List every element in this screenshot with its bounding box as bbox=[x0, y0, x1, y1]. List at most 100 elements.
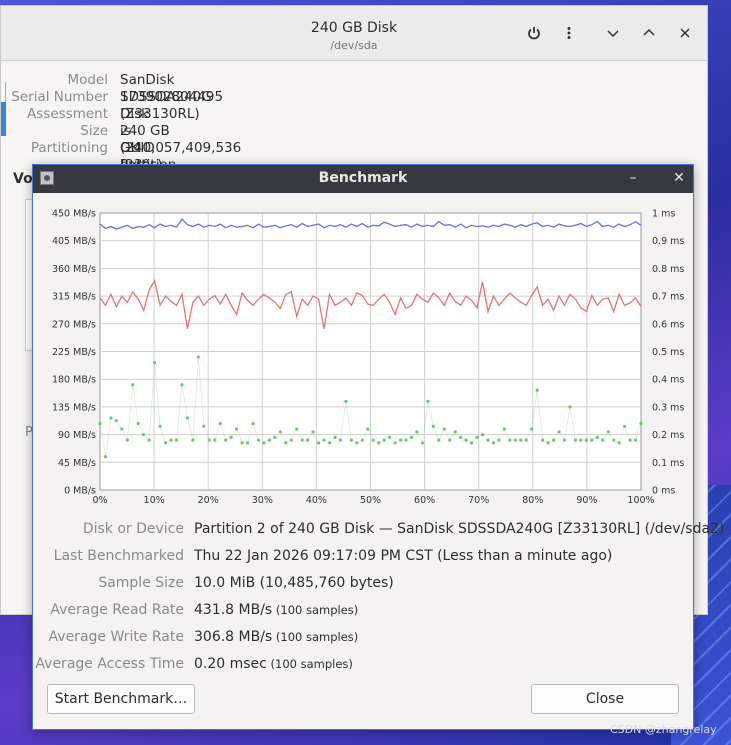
x-tick-label: 70% bbox=[468, 495, 489, 505]
access-time-point bbox=[486, 438, 490, 442]
access-time-segment bbox=[176, 384, 183, 441]
grid bbox=[100, 213, 641, 490]
y-right-tick-label: 1 ms bbox=[652, 209, 675, 220]
access-time-point bbox=[377, 441, 381, 445]
menu-kebab-icon[interactable] bbox=[558, 24, 580, 46]
access-time-point bbox=[388, 435, 392, 439]
x-tick-label: 50% bbox=[360, 495, 381, 505]
access-time-point bbox=[568, 405, 572, 409]
access-time-point bbox=[573, 438, 578, 442]
x-tick-label: 100% bbox=[627, 495, 654, 505]
access-time-segment bbox=[558, 431, 565, 441]
access-time-point bbox=[590, 438, 594, 442]
access-time-point bbox=[224, 438, 228, 442]
access-time-point bbox=[524, 438, 528, 442]
benchmark-title: Benchmark bbox=[318, 170, 408, 186]
access-time-segment bbox=[624, 426, 631, 441]
sidebar-edge bbox=[5, 82, 6, 102]
start-benchmark-button[interactable]: Start Benchmark… bbox=[47, 684, 195, 714]
access-time-point bbox=[469, 441, 474, 445]
access-time-point bbox=[535, 388, 539, 392]
access-time-point bbox=[639, 421, 643, 426]
access-time-segment bbox=[230, 428, 237, 438]
access-time-segment bbox=[525, 428, 532, 441]
access-time-segment bbox=[219, 423, 226, 441]
access-time-point bbox=[601, 438, 605, 442]
volumes-heading: Vo bbox=[13, 171, 33, 187]
access-time-segment bbox=[367, 428, 374, 441]
access-time-point bbox=[557, 430, 561, 434]
partial-label: P bbox=[25, 425, 33, 440]
power-off-icon[interactable] bbox=[523, 24, 545, 46]
access-time-point bbox=[633, 438, 638, 442]
access-time-point bbox=[278, 430, 282, 434]
access-time-point bbox=[120, 427, 124, 431]
y-axis-right: 0 ms 0.1 ms 0.2 ms 0.3 ms 0.4 ms 0.5 ms 0.6 ms… bbox=[652, 209, 684, 497]
access-time-point bbox=[333, 435, 337, 439]
access-time-point bbox=[284, 441, 288, 445]
access-time-segment bbox=[159, 426, 166, 444]
x-axis: 0% 10% 20% 30% 40% 50% 60% 70% 80% 90% 100% bbox=[92, 495, 654, 505]
access-time-point bbox=[612, 438, 616, 442]
access-time-point bbox=[256, 438, 261, 442]
y-right-tick-label: 0.7 ms bbox=[652, 292, 684, 303]
access-time-segment bbox=[280, 431, 287, 444]
access-time-point bbox=[562, 438, 567, 442]
access-time-point bbox=[196, 355, 200, 359]
access-time-point bbox=[491, 441, 496, 445]
access-time-point bbox=[349, 438, 353, 442]
access-time-point bbox=[136, 421, 140, 426]
access-time-point bbox=[617, 441, 621, 445]
access-time-segment bbox=[362, 428, 369, 441]
maximize-chevron-icon[interactable] bbox=[638, 24, 660, 46]
minimize-icon[interactable]: – bbox=[629, 170, 637, 186]
access-time-segment bbox=[121, 428, 128, 441]
y-left-tick-label: 45 MB/s bbox=[58, 458, 96, 469]
access-time-segment bbox=[116, 420, 123, 430]
access-time-point bbox=[267, 438, 272, 442]
y-left-tick-label: 450 MB/s bbox=[52, 209, 96, 220]
access-time-segment bbox=[132, 384, 139, 424]
access-time-point bbox=[169, 438, 173, 442]
access-time-point bbox=[338, 438, 343, 442]
access-time-segment bbox=[307, 431, 314, 441]
access-time-segment bbox=[449, 431, 456, 441]
access-time-point bbox=[530, 427, 534, 431]
access-time-segment bbox=[252, 423, 259, 441]
access-time-segment bbox=[181, 384, 188, 419]
x-tick-label: 30% bbox=[252, 495, 273, 505]
close-icon[interactable]: ✕ bbox=[673, 170, 685, 186]
selected-disk-marker bbox=[1, 102, 6, 136]
access-time-point bbox=[426, 399, 430, 403]
access-time-segment bbox=[569, 406, 576, 441]
write-rate-series bbox=[99, 278, 642, 329]
access-time-point bbox=[459, 435, 463, 439]
access-time-point bbox=[398, 438, 403, 442]
access-time-point bbox=[502, 427, 506, 431]
access-time-point bbox=[382, 438, 386, 442]
volumes-map[interactable] bbox=[25, 199, 36, 351]
access-time-point bbox=[240, 441, 244, 445]
y-right-tick-label: 0.8 ms bbox=[652, 264, 684, 275]
minimize-chevron-icon[interactable] bbox=[602, 24, 624, 46]
access-time-point bbox=[174, 438, 179, 442]
access-time-point bbox=[142, 433, 146, 437]
access-time-point bbox=[579, 438, 583, 442]
access-time-segment bbox=[154, 362, 161, 427]
access-time-point bbox=[180, 383, 184, 387]
access-time-point bbox=[163, 441, 168, 445]
access-time-point bbox=[606, 430, 610, 434]
close-button[interactable]: Close bbox=[531, 684, 679, 714]
x-tick-label: 80% bbox=[522, 495, 543, 505]
access-time-segment bbox=[127, 384, 134, 441]
x-tick-label: 20% bbox=[198, 495, 219, 505]
access-time-segment bbox=[498, 428, 505, 441]
close-window-icon[interactable] bbox=[674, 24, 696, 46]
access-time-point bbox=[464, 438, 468, 442]
access-time-segment bbox=[187, 417, 194, 441]
y-right-tick-label: 0.4 ms bbox=[652, 375, 684, 386]
access-time-segment bbox=[618, 426, 625, 444]
access-time-point bbox=[355, 441, 359, 445]
access-time-point bbox=[147, 438, 151, 442]
access-time-point bbox=[153, 360, 157, 365]
